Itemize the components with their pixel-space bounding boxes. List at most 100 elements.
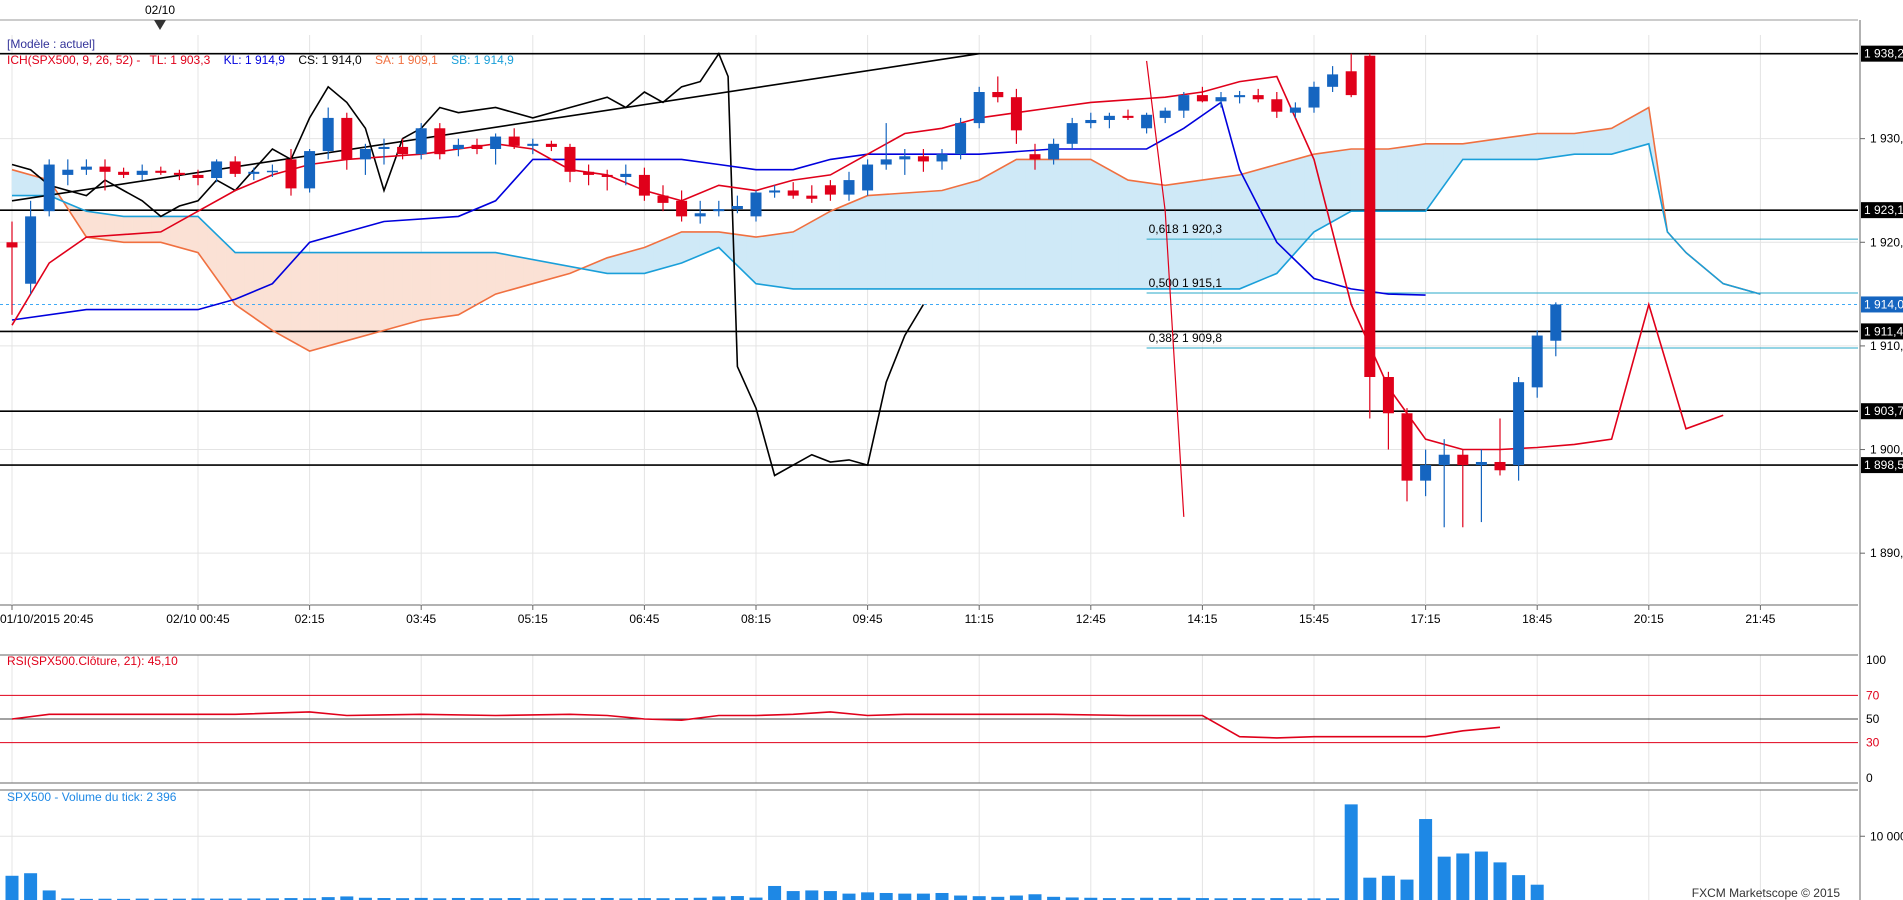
ichimoku-cloud-segment	[1629, 112, 1640, 150]
candle-body	[601, 174, 613, 177]
volume-bar	[1251, 898, 1265, 900]
time-tick-label: 09:45	[853, 612, 883, 626]
candle-body	[99, 166, 111, 172]
volume-bar	[210, 898, 224, 900]
candle-body	[118, 171, 130, 175]
time-tick-label: 21:45	[1745, 612, 1775, 626]
volume-bar	[1288, 898, 1302, 900]
volume-bar	[1530, 884, 1544, 900]
ichimoku-cloud-segment	[848, 199, 859, 290]
volume-bar	[712, 896, 726, 900]
price-level-badge	[1861, 45, 1903, 62]
candle-body	[471, 144, 483, 149]
volume-bar	[1084, 897, 1098, 900]
ichimoku-cloud-segment	[151, 216, 162, 243]
ichimoku-cloud-segment	[318, 252, 329, 349]
candle-body	[564, 146, 576, 172]
ichimoku-cloud-segment	[1071, 159, 1082, 290]
ichimoku-cloud-segment	[1536, 133, 1547, 160]
volume-bar	[768, 885, 782, 900]
candle-body	[80, 166, 92, 170]
ichimoku-cloud-segment	[1016, 159, 1026, 290]
candle-body	[192, 174, 204, 179]
candle-body	[527, 143, 539, 146]
ichimoku-cloud-segment	[913, 191, 924, 290]
ichimoku-cloud-segment	[76, 206, 87, 239]
volume-bar	[433, 898, 447, 900]
volume-bar	[656, 898, 670, 900]
ichimoku-cloud-segment	[960, 182, 971, 290]
price-level-label: 1 903,7	[1864, 404, 1903, 418]
ichimoku-cloud-segment	[1416, 143, 1426, 212]
candle-body	[1382, 377, 1394, 414]
ichimoku-cloud-segment	[616, 252, 627, 274]
candle-body	[843, 180, 855, 195]
current-price-label: 1 914,0	[1864, 297, 1903, 311]
volume-bar	[340, 896, 354, 900]
ichimoku-cloud-segment	[839, 202, 850, 290]
candle-body	[936, 154, 948, 162]
ichimoku-cloud-segment	[86, 210, 96, 239]
ichimoku-cloud-segment	[792, 226, 803, 290]
volume-bar	[228, 898, 242, 900]
ichimoku-cloud-segment	[262, 252, 273, 331]
ichimoku-name: ICH(SPX500, 9, 26, 52) -	[7, 53, 140, 67]
candle-body	[229, 161, 241, 174]
volume-bar	[879, 892, 893, 900]
model-label: [Modèle : actuel]	[7, 37, 95, 51]
time-tick-label: 15:45	[1299, 612, 1329, 626]
ichimoku-cloud-segment	[755, 235, 766, 286]
ichimoku-cloud-segment	[1555, 133, 1566, 158]
ichimoku-cloud-segment	[1453, 143, 1464, 174]
candle-body	[248, 171, 260, 174]
rsi-legend: RSI(SPX500.Clôture, 21): 45,10	[7, 654, 178, 668]
volume-bar	[619, 898, 633, 900]
ichimoku-cloud-segment	[1397, 146, 1408, 212]
rsi-level-badge	[1861, 688, 1881, 703]
ichimoku-cloud-segment	[309, 252, 320, 352]
volume-bar	[1456, 853, 1470, 900]
volume-bar	[972, 896, 986, 900]
ichimoku-cloud-segment	[997, 164, 1008, 290]
candle-body	[1327, 74, 1339, 87]
candle-body	[620, 173, 632, 177]
tenkan-legend: TL: 1 903,3	[150, 53, 211, 67]
ichimoku-cloud-segment	[393, 252, 403, 329]
ichimoku-cloud-segment	[141, 216, 152, 243]
price-level-label: 1 938,2	[1864, 47, 1903, 61]
ichimoku-cloud-segment	[1592, 129, 1603, 155]
ichimoku-cloud-segment	[169, 216, 180, 248]
ichimoku-cloud-segment	[634, 247, 645, 274]
volume-bar	[1419, 819, 1433, 900]
ichimoku-cloud-segment	[625, 249, 636, 274]
candle-body	[1029, 154, 1041, 160]
ichimoku-cloud-segment	[1248, 169, 1259, 286]
rsi-tick-label: 50	[1866, 712, 1880, 726]
candle-body	[341, 117, 353, 160]
ichimoku-cloud-segment	[1230, 174, 1240, 290]
candle-body	[731, 206, 743, 210]
price-level-label: 1 923,1	[1864, 203, 1903, 217]
volume-bar	[1102, 898, 1116, 900]
ichimoku-cloud-segment	[272, 252, 282, 337]
ichimoku-cloud-segment	[11, 169, 22, 196]
candle-body	[1494, 461, 1506, 471]
ichimoku-cloud-segment	[504, 254, 515, 292]
price-tick-label: 1 900,0	[1870, 443, 1903, 457]
price-level-label: 1 898,5	[1864, 458, 1903, 472]
candle-body	[452, 144, 464, 149]
ichimoku-cloud-segment	[653, 239, 664, 272]
ichimoku-cloud-segment	[820, 210, 831, 290]
candle-body	[490, 136, 502, 149]
rsi-tick-label: 30	[1866, 736, 1880, 750]
volume-bar	[135, 898, 149, 900]
senkou-span-b-line	[12, 142, 1761, 295]
ichimoku-cloud-segment	[439, 252, 450, 318]
senkou-a-legend: SA: 1 909,1	[375, 53, 438, 67]
ichimoku-cloud-segment	[123, 216, 134, 243]
volume-bar	[303, 898, 317, 900]
chikou-legend: CS: 1 914,0	[298, 53, 362, 67]
candle-body	[1252, 95, 1264, 100]
candle-body	[285, 159, 297, 189]
